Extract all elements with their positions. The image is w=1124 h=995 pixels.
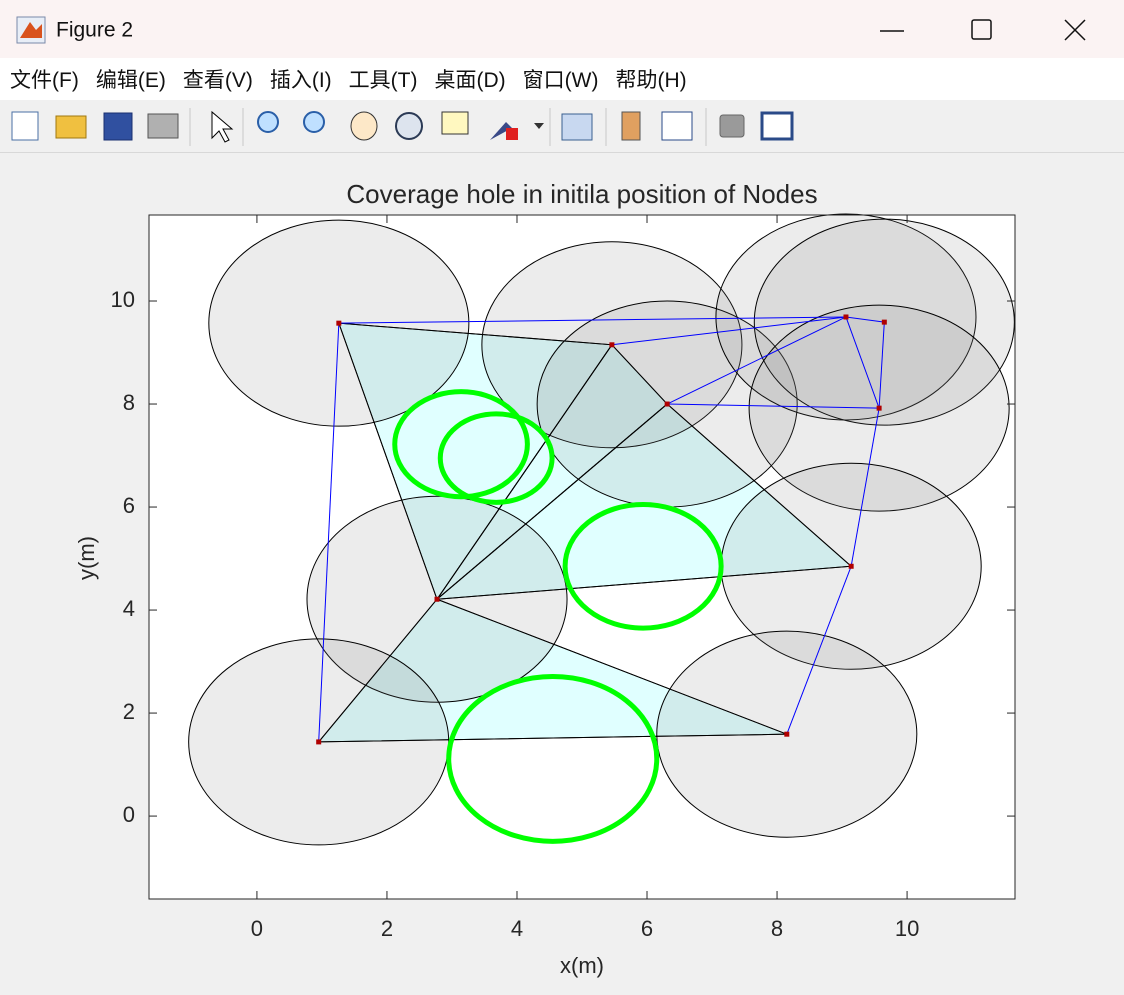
coverage-hole [392,389,530,500]
node [848,563,854,569]
title-bar: Figure 2 [0,0,1124,58]
colorbar-button[interactable] [621,111,641,141]
brush-dropdown[interactable] [534,123,544,129]
y-tick-label: 4 [123,596,135,621]
node [664,401,670,407]
y-axis-label: y(m) [74,536,99,580]
menu-item[interactable]: 编辑(E) [95,69,166,92]
y-tick-label: 10 [111,287,135,312]
x-tick-label: 2 [381,916,393,941]
coverage-hole [437,411,555,505]
x-tick-label: 10 [895,916,919,941]
link [850,408,880,567]
toolbar [0,100,1124,153]
x-tick-label: 4 [511,916,523,941]
select-button[interactable] [211,110,234,143]
menu-item[interactable]: 桌面(D) [434,69,506,92]
menu-item[interactable]: 查看(V) [182,69,253,92]
chart-title: Coverage hole in initila position of Nod… [346,179,817,209]
link [845,316,885,323]
node [336,320,342,326]
window-title: Figure 2 [56,19,133,42]
y-tick-label: 8 [123,390,135,415]
node [876,405,882,411]
triangle-edge [435,403,853,600]
title-bar-graphics: Figure 2 [16,16,1086,44]
link-button[interactable] [561,113,593,141]
x-tick-label: 6 [641,916,653,941]
triangle-edge [317,598,787,743]
link [666,316,847,405]
maximize-icon [971,19,992,40]
zoom-in-button[interactable] [257,111,279,133]
new-button[interactable] [11,111,39,141]
print-button[interactable] [147,113,179,139]
menu-item[interactable]: 文件(F) [10,69,79,92]
y-tick-label: 2 [123,699,135,724]
data-cursor-button[interactable] [441,111,469,135]
link [878,322,885,409]
coverage-hole [562,501,724,631]
toolbar-icons [11,108,794,146]
x-tick-label: 8 [771,916,783,941]
close-icon [1064,19,1086,41]
menu-item[interactable]: 插入(I) [269,69,332,92]
node [434,596,440,602]
link [611,316,847,346]
hide-tools-button[interactable] [719,114,745,138]
y-tick-label: 0 [123,802,135,827]
rotate-button[interactable] [395,112,423,140]
legend-button[interactable] [661,111,693,141]
node [784,731,790,737]
plot-content [188,213,1015,846]
menu-bar: 文件(F) 编辑(E) 查看(V) 插入(I) 工具(T) 桌面(D) 窗口(W) 帮助(H) [0,58,1124,100]
menu-item[interactable]: 帮助(H) [615,69,687,92]
node [881,319,887,325]
open-button[interactable] [55,115,87,139]
y-tick-label: 6 [123,493,135,518]
brush-button[interactable] [490,122,512,140]
node [609,342,615,348]
link [338,316,846,324]
node [316,739,322,745]
menu-item[interactable]: 工具(T) [348,69,418,92]
link [667,403,880,409]
link [786,566,852,735]
axes-box [148,214,1016,900]
figure: Coverage hole in initila position of Nod… [74,179,1016,978]
link [318,323,340,742]
app-icon-shape [20,22,42,38]
show-tools-button[interactable] [760,111,794,141]
close-button[interactable] [1064,19,1086,41]
coverage-hole [446,673,660,844]
node [843,314,849,320]
x-tick-label: 0 [251,916,263,941]
maximize-button[interactable] [971,19,992,40]
brush-color [506,128,518,140]
pan-button[interactable] [350,111,378,141]
menu-item[interactable]: 窗口(W) [522,69,599,92]
x-axis-label: x(m) [560,953,604,978]
zoom-out-button[interactable] [303,111,325,133]
link [845,316,880,409]
save-button[interactable] [103,112,133,141]
